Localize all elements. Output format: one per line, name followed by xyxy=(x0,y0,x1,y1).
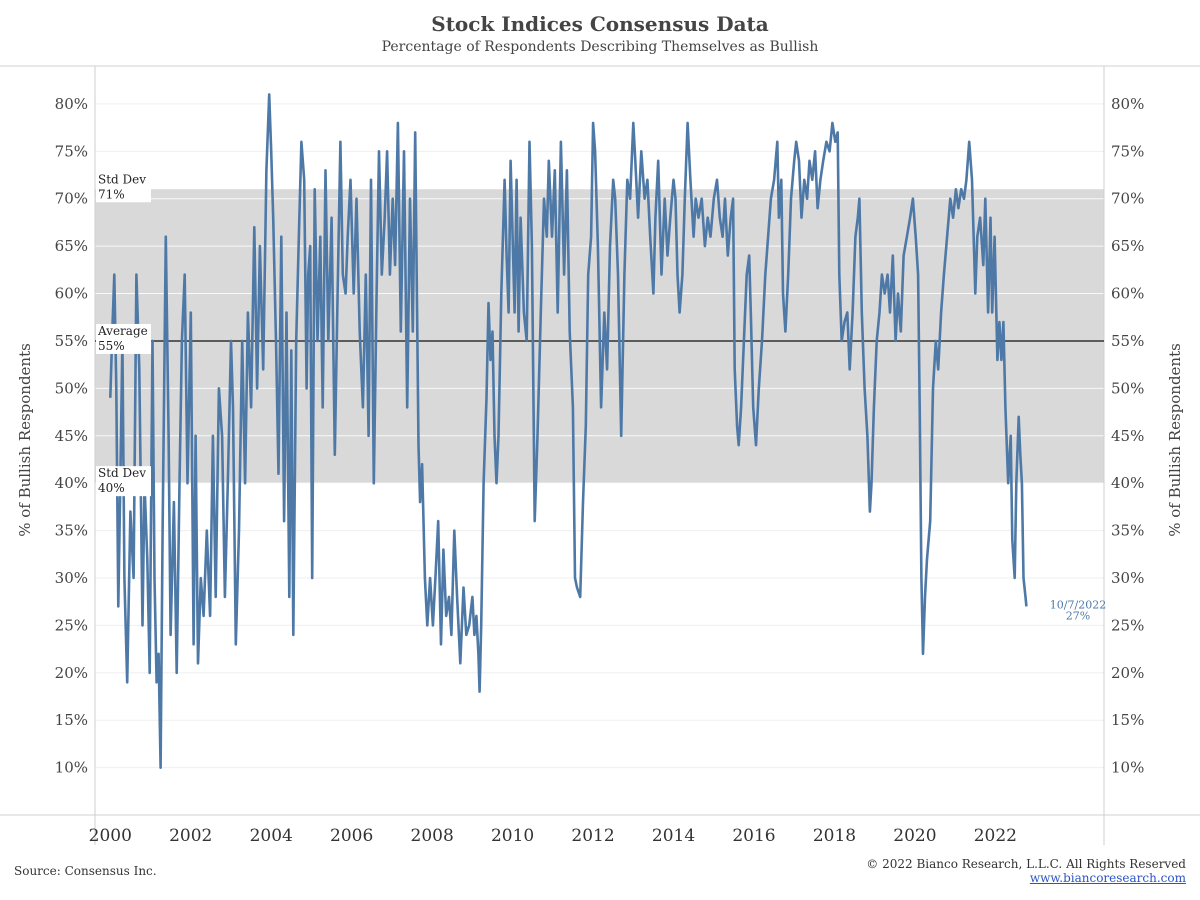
x-tick-label: 2018 xyxy=(813,826,856,846)
y-tick-label-right: 55% xyxy=(1111,332,1144,350)
std-dev-lower-label-line2: 40% xyxy=(98,481,125,495)
average-label-box xyxy=(96,323,151,354)
std-dev-upper-label-line2: 71% xyxy=(98,187,125,201)
bullish-series-line xyxy=(109,93,1028,769)
y-tick-label-left: 40% xyxy=(55,474,88,492)
x-tick-label: 2008 xyxy=(411,826,454,846)
std-dev-upper-label-line1: Std Dev xyxy=(98,172,146,186)
chart-subtitle: Percentage of Respondents Describing The… xyxy=(381,39,819,55)
y-axis-right: 10% 15% 20% 25% 30% 35% 40% 45% 50% 55% 60% 65% 70% 7… xyxy=(1111,95,1144,777)
y-tick-label-left: 55% xyxy=(55,332,88,350)
y-tick-label-right: 65% xyxy=(1111,237,1144,255)
y-tick-label-right: 35% xyxy=(1111,522,1144,540)
chart-frame xyxy=(0,65,1200,845)
x-tick-label: 2022 xyxy=(974,826,1017,846)
x-tick-label: 2006 xyxy=(330,826,373,846)
y-tick-label-right: 20% xyxy=(1111,664,1144,682)
y-tick-label-left: 45% xyxy=(55,427,88,445)
x-tick-label: 2010 xyxy=(491,826,534,846)
y-tick-label-right: 75% xyxy=(1111,142,1144,160)
y-tick-label-left: 70% xyxy=(55,190,88,208)
std-dev-lower-label-box xyxy=(96,466,151,497)
y-tick-label-right: 25% xyxy=(1111,616,1144,634)
copyright-block: © 2022 Bianco Research, L.L.C. All Right… xyxy=(866,857,1186,885)
annotation-date: 10/7/2022 xyxy=(1050,598,1106,611)
copyright-text: © 2022 Bianco Research, L.L.C. All Right… xyxy=(866,857,1186,871)
y-tick-label-right: 80% xyxy=(1111,95,1144,113)
y-tick-label-left: 30% xyxy=(55,569,88,587)
y-tick-label-right: 40% xyxy=(1111,474,1144,492)
y-tick-label-left: 10% xyxy=(55,759,88,777)
y-axis-left: 10% 15% 20% 25% 30% 35% 40% 45% 50% 55% 60% 65% 70% 7… xyxy=(55,95,88,777)
std-dev-upper-label-box xyxy=(96,172,151,203)
x-tick-label: 2016 xyxy=(732,826,775,846)
series-line xyxy=(109,93,1028,769)
average-label-line2: 55% xyxy=(98,339,125,353)
y-tick-label-left: 15% xyxy=(55,711,88,729)
std-dev-lower-label-line1: Std Dev xyxy=(98,466,146,480)
y-tick-label-right: 50% xyxy=(1111,379,1144,397)
x-tick-label: 2014 xyxy=(652,826,695,846)
y-axis-label-left: % of Bullish Respondents xyxy=(16,343,34,537)
x-tick-label: 2020 xyxy=(893,826,936,846)
y-tick-label-right: 30% xyxy=(1111,569,1144,587)
y-tick-label-left: 65% xyxy=(55,237,88,255)
y-tick-label-left: 25% xyxy=(55,616,88,634)
y-tick-label-right: 70% xyxy=(1111,190,1144,208)
x-tick-label: 2012 xyxy=(571,826,614,846)
y-tick-label-right: 45% xyxy=(1111,427,1144,445)
y-tick-label-left: 80% xyxy=(55,95,88,113)
website-link[interactable]: www.biancoresearch.com xyxy=(1029,871,1186,885)
x-tick-label: 2004 xyxy=(250,826,293,846)
y-tick-label-left: 60% xyxy=(55,285,88,303)
x-axis: 2000 2002 2004 2006 2008 2010 2012 2014 2016 2018… xyxy=(89,826,1017,846)
y-tick-label-left: 35% xyxy=(55,522,88,540)
x-tick-label: 2000 xyxy=(89,826,132,846)
x-tick-label: 2002 xyxy=(169,826,212,846)
chart-title: Stock Indices Consensus Data xyxy=(431,12,769,36)
y-tick-label-right: 60% xyxy=(1111,285,1144,303)
y-axis-label-right: % of Bullish Respondents xyxy=(1166,343,1184,537)
y-tick-label-left: 75% xyxy=(55,142,88,160)
annotation-value: 27% xyxy=(1066,609,1090,622)
y-tick-label-right: 15% xyxy=(1111,711,1144,729)
y-tick-label-left: 50% xyxy=(55,379,88,397)
source-note: Source: Consensus Inc. xyxy=(14,864,157,878)
y-tick-label-right: 10% xyxy=(1111,759,1144,777)
y-tick-label-left: 20% xyxy=(55,664,88,682)
average-label-line1: Average xyxy=(97,324,148,338)
